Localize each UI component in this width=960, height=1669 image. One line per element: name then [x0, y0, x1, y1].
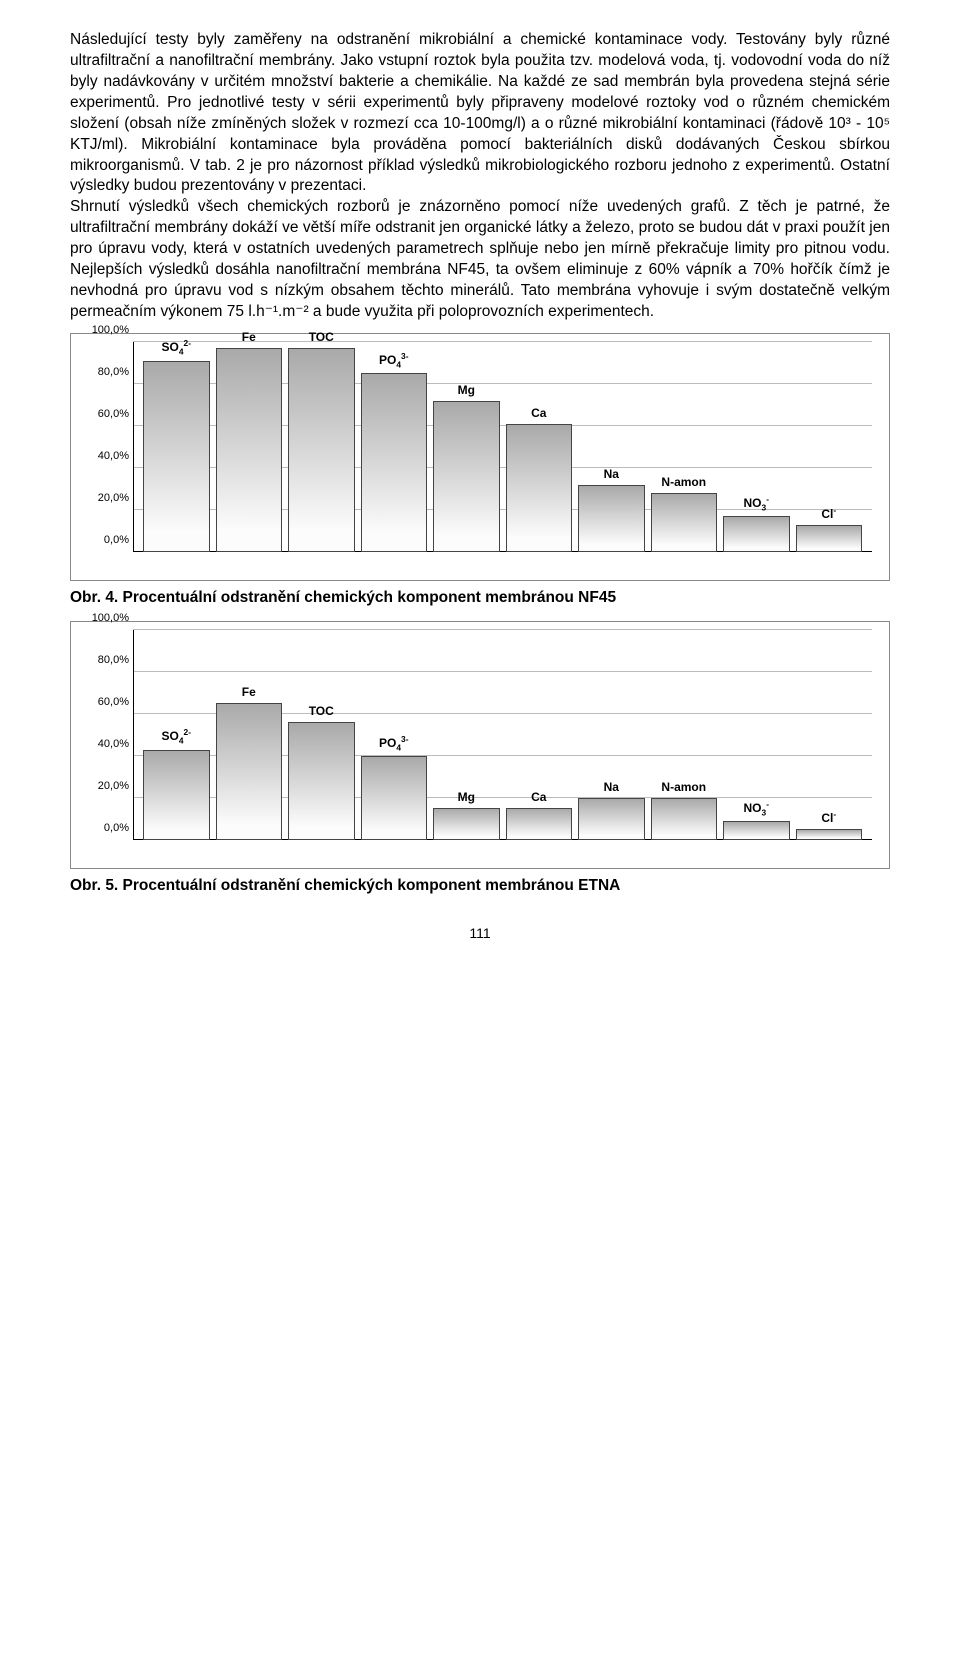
bar-slot: NO3- [723, 342, 790, 552]
bar-slot: PO43- [361, 630, 428, 840]
y-tick-label: 100,0% [92, 324, 129, 336]
bar-slot: TOC [288, 342, 355, 552]
bar [433, 401, 500, 552]
bar-slot: Cl- [796, 630, 863, 840]
bar-slot: Mg [433, 342, 500, 552]
bar-label: NO3- [744, 494, 769, 512]
chart-caption-2: Obr. 5. Procentuální odstranění chemický… [70, 877, 890, 895]
bar-slot: Ca [506, 342, 573, 552]
bar [433, 808, 500, 840]
bar-label: TOC [309, 330, 334, 344]
bar [723, 821, 790, 840]
y-tick-label: 40,0% [98, 738, 129, 750]
bar-label: Ca [531, 406, 546, 420]
bar [506, 424, 573, 552]
body-paragraph-2: Shrnutí výsledků všech chemických rozbor… [70, 197, 890, 323]
bar-label: Cl- [821, 505, 836, 521]
bar [578, 485, 645, 552]
bar [216, 348, 283, 552]
bar [143, 361, 210, 552]
y-tick-label: 0,0% [104, 822, 129, 834]
bar [361, 373, 428, 552]
bar [143, 750, 210, 840]
bar-slot: Fe [216, 630, 283, 840]
bar-label: Fe [242, 330, 256, 344]
bar-slot: N-amon [651, 630, 718, 840]
bar-label: Mg [458, 790, 475, 804]
bar-slot: Cl- [796, 342, 863, 552]
y-tick-label: 60,0% [98, 408, 129, 420]
bar-label: Mg [458, 383, 475, 397]
bar [506, 808, 573, 840]
bar-label: PO43- [379, 734, 408, 752]
bar-label: PO43- [379, 351, 408, 369]
bar-label: Fe [242, 685, 256, 699]
page-number: 111 [70, 925, 890, 941]
bar-label: SO42- [162, 338, 191, 356]
y-tick-label: 20,0% [98, 492, 129, 504]
bar-slot: TOC [288, 630, 355, 840]
y-tick-label: 0,0% [104, 534, 129, 546]
y-tick-label: 20,0% [98, 780, 129, 792]
y-tick-label: 80,0% [98, 366, 129, 378]
bar-slot: NO3- [723, 630, 790, 840]
bar [651, 798, 718, 840]
y-tick-label: 40,0% [98, 450, 129, 462]
bar-slot: Mg [433, 630, 500, 840]
bar-slot: SO42- [143, 342, 210, 552]
bar-slot: Ca [506, 630, 573, 840]
bar-label: SO42- [162, 727, 191, 745]
y-tick-label: 60,0% [98, 696, 129, 708]
bar-label: NO3- [744, 799, 769, 817]
y-tick-label: 80,0% [98, 654, 129, 666]
bar-label: Na [604, 467, 619, 481]
bar [651, 493, 718, 552]
bar [578, 798, 645, 840]
bar [796, 829, 863, 840]
chart-nf45: 0,0%20,0%40,0%60,0%80,0%100,0%SO42-FeTOC… [70, 333, 890, 581]
bar-label: Na [604, 780, 619, 794]
bar-label: N-amon [661, 475, 706, 489]
bar-slot: Fe [216, 342, 283, 552]
bar [288, 348, 355, 552]
bar [288, 722, 355, 840]
bar-slot: SO42- [143, 630, 210, 840]
bar-slot: PO43- [361, 342, 428, 552]
bar [796, 525, 863, 552]
bar-label: Cl- [821, 809, 836, 825]
bar [216, 703, 283, 840]
chart-caption-1: Obr. 4. Procentuální odstranění chemický… [70, 589, 890, 607]
y-tick-label: 100,0% [92, 612, 129, 624]
body-paragraph-1: Následující testy byly zaměřeny na odstr… [70, 30, 890, 197]
bar-slot: N-amon [651, 342, 718, 552]
bar-slot: Na [578, 630, 645, 840]
bar [723, 516, 790, 552]
bar-slot: Na [578, 342, 645, 552]
bar-label: N-amon [661, 780, 706, 794]
bar-label: Ca [531, 790, 546, 804]
bar-label: TOC [309, 704, 334, 718]
bar [361, 756, 428, 840]
chart-etna: 0,0%20,0%40,0%60,0%80,0%100,0%SO42-FeTOC… [70, 621, 890, 869]
